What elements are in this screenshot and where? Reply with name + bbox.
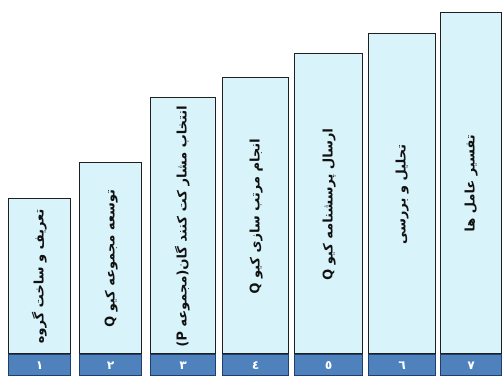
step-7-box: تفسیر عامل ها: [440, 12, 502, 354]
step-1-number: ١: [8, 354, 71, 376]
step-4-label: انجام مرتب سازی کیو Q: [248, 137, 263, 294]
step-1-label: تعریف و ساخت گروه: [32, 208, 47, 344]
step-3-label: انتخاب مشار کت کنند گان(مجموعه P): [175, 104, 191, 347]
step-5-label: ارسال پرسشنامه کیو Q: [321, 127, 336, 280]
step-1-box: تعریف و ساخت گروه: [8, 198, 71, 354]
step-2-box: توسعه مجموعه کیو Q: [79, 162, 142, 354]
step-6-box: تحلیل و بررسی: [368, 33, 436, 354]
step-3-box: انتخاب مشار کت کنند گان(مجموعه P): [150, 97, 216, 354]
step-3-number: ٣: [150, 354, 216, 376]
step-6-number: ٦: [368, 354, 436, 376]
step-4-box: انجام مرتب سازی کیو Q: [222, 77, 289, 354]
step-6-label: تحلیل و بررسی: [394, 143, 410, 244]
step-5-box: ارسال پرسشنامه کیو Q: [294, 53, 363, 354]
step-2-label: توسعه مجموعه کیو Q: [103, 189, 118, 327]
step-5-number: ٥: [294, 354, 363, 376]
step-4-number: ٤: [222, 354, 289, 376]
step-7-number: ٧: [440, 354, 502, 376]
step-7-label: تفسیر عامل ها: [463, 134, 479, 232]
step-2-number: ٢: [79, 354, 142, 376]
